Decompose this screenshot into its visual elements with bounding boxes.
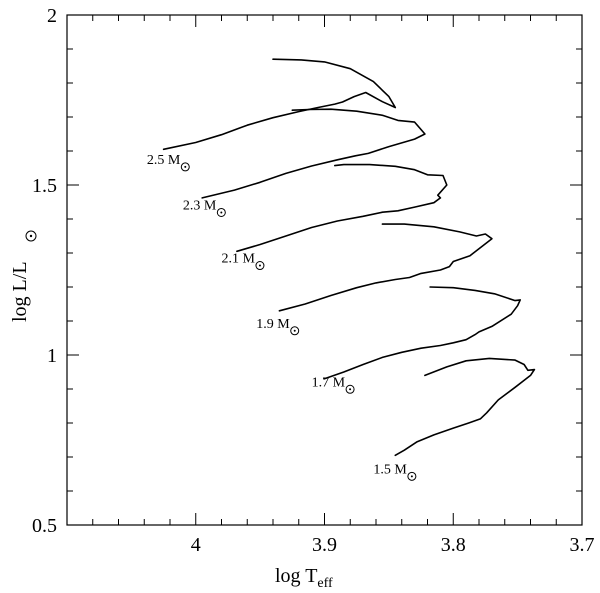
y-tick-label: 2 <box>47 5 57 27</box>
mass-label-text: 1.7 M <box>312 375 346 390</box>
evolutionary-tracks <box>162 58 536 457</box>
track-2_3-msun <box>201 108 426 199</box>
x-axis-title: log Teff <box>275 565 333 591</box>
x-tick-label: 4 <box>191 534 201 556</box>
tick-labels: 4 3.9 3.8 3.7 0.5 1 1.5 2 <box>32 5 595 556</box>
mass-label-text: 1.5 M <box>373 462 407 477</box>
sun-symbol-icon <box>290 326 300 336</box>
plot-frame <box>66 14 583 526</box>
mass-label-text: 2.3 M <box>183 198 217 213</box>
sun-symbol-icon <box>25 230 37 242</box>
mass-label-text: 1.9 M <box>256 317 290 332</box>
sun-symbol-icon <box>255 261 265 271</box>
mass-label-2_1: 2.1 M <box>222 252 265 271</box>
track-2_5-msun <box>162 58 397 151</box>
track-2_1-msun <box>236 163 448 253</box>
mass-label-1_7: 1.7 M <box>312 375 355 394</box>
y-tick-label: 0.5 <box>32 515 57 537</box>
track-1_7-msun <box>323 286 521 380</box>
y-axis-title: log L/L <box>9 230 37 322</box>
y-axis-title-main: log L/L <box>9 261 31 322</box>
sun-symbol-icon <box>407 471 417 481</box>
svg-text:log Teff: log Teff <box>275 565 333 591</box>
x-axis-title-sub: eff <box>317 576 333 591</box>
x-tick-label: 3.9 <box>312 534 337 556</box>
x-tick-label: 3.7 <box>570 534 595 556</box>
y-tick-label: 1.5 <box>32 175 57 197</box>
mass-label-2_5: 2.5 M <box>147 153 190 172</box>
svg-text:log L/L: log L/L <box>9 261 31 322</box>
track-1_9-msun <box>278 223 493 312</box>
x-axis-title-main: log T <box>275 565 317 587</box>
mass-label-text: 2.1 M <box>222 252 256 267</box>
axis-ticks <box>66 14 583 526</box>
y-tick-label: 1 <box>47 345 57 367</box>
mass-label-1_9: 1.9 M <box>256 317 300 336</box>
x-tick-label: 3.8 <box>441 534 466 556</box>
sun-symbol-icon <box>180 162 190 172</box>
mass-label-text: 2.5 M <box>147 153 181 168</box>
track-1_5-msun <box>394 357 536 457</box>
sun-symbol-icon <box>345 384 355 394</box>
mass-label-1_5: 1.5 M <box>373 462 417 481</box>
sun-symbol-icon <box>216 207 226 217</box>
mass-labels: 2.5 M 2.3 M 2.1 M 1.9 M 1.7 M 1.5 M <box>147 153 417 481</box>
mass-label-2_3: 2.3 M <box>183 198 226 217</box>
